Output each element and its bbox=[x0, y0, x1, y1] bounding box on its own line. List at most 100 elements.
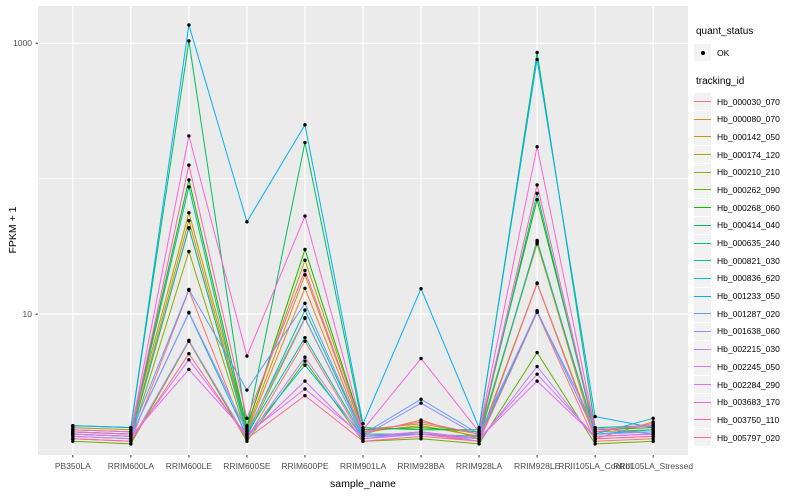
x-tick-label-RRIM901LA: RRIM901LA bbox=[339, 461, 387, 471]
legend-item-Hb_000414_040: Hb_000414_040 bbox=[694, 216, 800, 235]
data-point bbox=[303, 359, 307, 363]
legend-line-swatch bbox=[694, 437, 711, 439]
legend-key-box bbox=[694, 216, 711, 234]
legend-item-label: OK bbox=[717, 47, 730, 58]
data-point bbox=[419, 356, 423, 361]
legend-key-box bbox=[694, 376, 711, 394]
legend-item-Hb_000836_620: Hb_000836_620 bbox=[694, 269, 800, 288]
data-point bbox=[651, 439, 655, 443]
data-point bbox=[303, 363, 307, 367]
legend-entries: Hb_000030_070 Hb_000080_070 Hb_000142_050 H… bbox=[694, 93, 800, 447]
data-point bbox=[535, 145, 539, 149]
legend-item-Hb_001638_060: Hb_001638_060 bbox=[694, 322, 800, 341]
legend-line-swatch bbox=[694, 154, 711, 156]
legend-line-swatch bbox=[694, 295, 711, 297]
data-point bbox=[187, 367, 191, 372]
legend-line-swatch bbox=[694, 384, 711, 386]
data-point bbox=[71, 439, 75, 443]
data-point bbox=[477, 425, 481, 430]
data-point bbox=[419, 437, 423, 441]
data-point bbox=[129, 439, 133, 443]
data-point bbox=[535, 197, 539, 202]
data-point bbox=[303, 123, 307, 127]
legend-key-box bbox=[694, 181, 711, 199]
legend-item-Hb_003750_110: Hb_003750_110 bbox=[694, 411, 800, 429]
data-point bbox=[187, 23, 191, 27]
legend-item-Hb_000142_050: Hb_000142_050 bbox=[694, 128, 800, 146]
data-point bbox=[535, 191, 539, 196]
legend-line-swatch bbox=[694, 330, 711, 332]
data-point bbox=[129, 442, 133, 446]
data-point bbox=[419, 401, 423, 405]
legend-key-box bbox=[694, 287, 711, 305]
data-point bbox=[361, 437, 365, 441]
legend-item-label: Hb_000210_210 bbox=[717, 167, 780, 178]
x-tick-label-RRIM928LA: RRIM928LA bbox=[455, 461, 503, 471]
data-point bbox=[129, 437, 133, 441]
legend-item-Hb_002215_030: Hb_002215_030 bbox=[694, 340, 800, 358]
x-tick-label-RRIM600PE: RRIM600PE bbox=[281, 461, 329, 471]
legend-item-label: Hb_002245_050 bbox=[717, 361, 780, 372]
data-point bbox=[187, 310, 191, 315]
legend-key-box bbox=[694, 358, 711, 376]
data-point bbox=[535, 379, 539, 383]
legend-line-swatch bbox=[694, 189, 711, 191]
y-tick-label: 10 bbox=[22, 309, 32, 320]
data-point bbox=[477, 432, 481, 436]
data-point bbox=[651, 416, 655, 420]
data-point bbox=[361, 430, 365, 434]
legend-key-box bbox=[694, 340, 711, 358]
legend-line-swatch bbox=[694, 207, 711, 209]
data-point bbox=[245, 354, 249, 358]
y-axis-title: FPKM + 1 bbox=[7, 206, 19, 254]
x-tick-label-RRIM928BA: RRIM928BA bbox=[397, 461, 445, 471]
data-point bbox=[187, 358, 191, 362]
legend: quant_status OK tracking_id Hb_000030_07… bbox=[694, 26, 800, 447]
x-tick-label-RRIM600LE: RRIM600LE bbox=[165, 461, 213, 471]
legend-item-label: Hb_001233_050 bbox=[717, 291, 780, 302]
point-symbol-icon bbox=[700, 50, 705, 55]
data-point bbox=[303, 339, 307, 343]
legend-line-swatch bbox=[694, 260, 711, 262]
data-point bbox=[361, 422, 365, 426]
legend-title-quant-status: quant_status bbox=[696, 26, 754, 37]
data-point bbox=[187, 249, 191, 254]
data-point bbox=[651, 422, 655, 426]
data-point bbox=[477, 439, 481, 443]
legend-item-label: Hb_005797_020 bbox=[717, 432, 780, 443]
y-tick-label: 1000 bbox=[13, 38, 32, 49]
data-point bbox=[593, 430, 597, 434]
data-point bbox=[245, 388, 249, 392]
data-point bbox=[187, 211, 191, 215]
legend-item-label: Hb_000635_240 bbox=[717, 238, 780, 249]
legend-line-swatch bbox=[694, 419, 711, 421]
legend-item-label: Hb_003683_170 bbox=[717, 397, 780, 408]
data-point bbox=[651, 434, 655, 439]
legend-item-Hb_001287_020: Hb_001287_020 bbox=[694, 305, 800, 323]
legend-line-swatch bbox=[694, 277, 711, 279]
data-point bbox=[535, 50, 539, 55]
legend-item-Hb_000210_210: Hb_000210_210 bbox=[694, 163, 800, 181]
data-point bbox=[419, 430, 423, 434]
legend-line-swatch bbox=[694, 313, 711, 315]
x-tick-label-RRIM600LA: RRIM600LA bbox=[107, 461, 154, 471]
legend-item-label: Hb_000821_030 bbox=[717, 255, 780, 266]
legend-item-label: Hb_003750_110 bbox=[717, 414, 780, 425]
data-point bbox=[535, 57, 539, 62]
data-point bbox=[303, 268, 307, 273]
data-point bbox=[593, 437, 597, 441]
legend-key-box bbox=[694, 393, 711, 411]
data-point bbox=[535, 372, 539, 376]
legend-item-Hb_000635_240: Hb_000635_240 bbox=[694, 234, 800, 252]
legend-key-box bbox=[694, 93, 711, 111]
data-point bbox=[419, 420, 423, 424]
data-point bbox=[187, 287, 191, 292]
legend-item-Hb_002284_290: Hb_002284_290 bbox=[694, 376, 800, 394]
x-tick-label-RRIM928LE: RRIM928LE bbox=[513, 461, 561, 471]
data-point bbox=[187, 351, 191, 356]
legend-key-box bbox=[694, 163, 711, 181]
legend-line-swatch bbox=[694, 101, 711, 103]
data-point bbox=[187, 39, 191, 43]
x-tick-label-RRIM600SE: RRIM600SE bbox=[223, 461, 271, 471]
